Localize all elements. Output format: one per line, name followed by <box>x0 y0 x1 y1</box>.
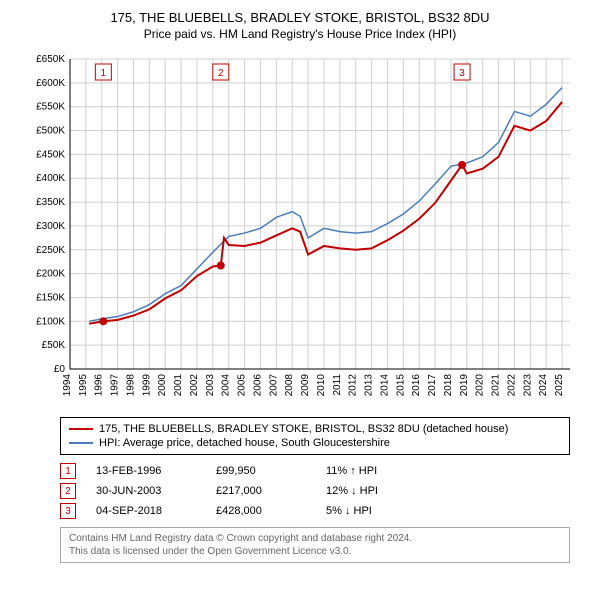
data-row: 1 13-FEB-1996 £99,950 11% ↑ HPI <box>60 461 570 481</box>
svg-text:£150K: £150K <box>36 292 65 303</box>
footer-box: Contains HM Land Registry data © Crown c… <box>60 527 570 563</box>
svg-text:2021: 2021 <box>491 374 502 397</box>
svg-text:2007: 2007 <box>268 374 279 397</box>
legend-row: 175, THE BLUEBELLS, BRADLEY STOKE, BRIST… <box>69 422 561 436</box>
svg-text:£250K: £250K <box>36 245 65 256</box>
svg-text:£50K: £50K <box>42 340 66 351</box>
svg-text:1999: 1999 <box>141 374 152 397</box>
svg-text:2014: 2014 <box>379 374 390 397</box>
data-date: 04-SEP-2018 <box>96 505 196 517</box>
svg-text:1994: 1994 <box>62 374 73 397</box>
svg-text:2000: 2000 <box>157 374 168 397</box>
footer-line-1: Contains HM Land Registry data © Crown c… <box>69 532 561 545</box>
data-date: 13-FEB-1996 <box>96 465 196 477</box>
svg-text:2018: 2018 <box>443 374 454 397</box>
chart-title: 175, THE BLUEBELLS, BRADLEY STOKE, BRIST… <box>10 10 590 25</box>
svg-text:2006: 2006 <box>252 374 263 397</box>
svg-text:£450K: £450K <box>36 149 65 160</box>
chart-subtitle: Price paid vs. HM Land Registry's House … <box>10 27 590 41</box>
svg-text:2013: 2013 <box>364 374 375 397</box>
svg-text:2017: 2017 <box>427 374 438 397</box>
data-price: £217,000 <box>216 485 306 497</box>
marker-number-box: 2 <box>60 483 76 499</box>
svg-text:2019: 2019 <box>459 374 470 397</box>
svg-text:1995: 1995 <box>78 374 89 397</box>
svg-text:2015: 2015 <box>395 374 406 397</box>
chart-svg: £0 £50K £100K £150K £200K £250K £300K £350K £400… <box>20 49 580 409</box>
data-date: 30-JUN-2003 <box>96 485 196 497</box>
svg-text:2004: 2004 <box>221 374 232 397</box>
svg-text:2005: 2005 <box>237 374 248 397</box>
svg-text:1997: 1997 <box>110 374 121 397</box>
data-hpi: 5% ↓ HPI <box>326 505 426 517</box>
svg-text:2009: 2009 <box>300 374 311 397</box>
svg-text:2012: 2012 <box>348 374 359 397</box>
chart-area: £0 £50K £100K £150K £200K £250K £300K £350K £400… <box>20 49 580 409</box>
svg-text:£650K: £650K <box>36 54 65 65</box>
svg-text:2020: 2020 <box>475 374 486 397</box>
svg-text:2003: 2003 <box>205 374 216 397</box>
svg-text:2002: 2002 <box>189 374 200 397</box>
svg-text:2016: 2016 <box>411 374 422 397</box>
legend-box: 175, THE BLUEBELLS, BRADLEY STOKE, BRIST… <box>60 417 570 455</box>
legend-row: HPI: Average price, detached house, Sout… <box>69 436 561 450</box>
legend-label: 175, THE BLUEBELLS, BRADLEY STOKE, BRIST… <box>99 423 508 435</box>
svg-text:£0: £0 <box>54 364 66 375</box>
legend-swatch <box>69 428 93 430</box>
data-row: 3 04-SEP-2018 £428,000 5% ↓ HPI <box>60 501 570 521</box>
marker-number-box: 1 <box>60 463 76 479</box>
svg-text:2: 2 <box>218 68 224 79</box>
svg-text:£550K: £550K <box>36 102 65 113</box>
svg-text:1998: 1998 <box>125 374 136 397</box>
legend-swatch <box>69 442 93 444</box>
svg-text:£300K: £300K <box>36 221 65 232</box>
data-table: 1 13-FEB-1996 £99,950 11% ↑ HPI 2 30-JUN-2003… <box>60 461 570 521</box>
svg-text:£350K: £350K <box>36 197 65 208</box>
svg-text:£500K: £500K <box>36 126 65 137</box>
svg-text:3: 3 <box>459 68 465 79</box>
svg-text:2001: 2001 <box>173 374 184 397</box>
svg-text:£600K: £600K <box>36 78 65 89</box>
svg-text:£100K: £100K <box>36 316 65 327</box>
svg-text:2011: 2011 <box>332 374 343 396</box>
data-price: £99,950 <box>216 465 306 477</box>
svg-text:£200K: £200K <box>36 269 65 280</box>
legend-label: HPI: Average price, detached house, Sout… <box>99 437 390 449</box>
data-row: 2 30-JUN-2003 £217,000 12% ↓ HPI <box>60 481 570 501</box>
svg-text:2024: 2024 <box>538 374 549 397</box>
marker-number-box: 3 <box>60 503 76 519</box>
svg-text:1996: 1996 <box>94 374 105 397</box>
data-hpi: 12% ↓ HPI <box>326 485 426 497</box>
svg-text:2022: 2022 <box>506 374 517 397</box>
svg-text:2010: 2010 <box>316 374 327 397</box>
svg-text:2025: 2025 <box>554 374 565 397</box>
svg-text:£400K: £400K <box>36 173 65 184</box>
svg-text:2023: 2023 <box>522 374 533 397</box>
footer-line-2: This data is licensed under the Open Gov… <box>69 545 561 558</box>
svg-text:1: 1 <box>101 68 107 79</box>
data-price: £428,000 <box>216 505 306 517</box>
data-hpi: 11% ↑ HPI <box>326 465 426 477</box>
svg-text:2008: 2008 <box>284 374 295 397</box>
